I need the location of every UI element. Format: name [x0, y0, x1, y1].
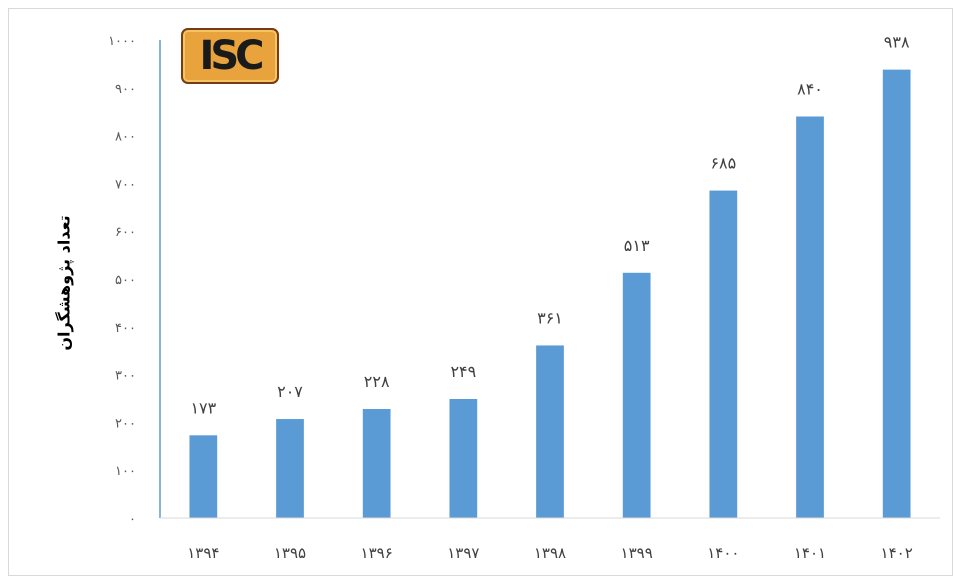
- y-tick-label: ۰: [129, 512, 136, 527]
- data-label: ۲۴۹: [450, 362, 476, 381]
- x-tick-label: ۱۳۹۶: [361, 544, 393, 562]
- y-axis-label: تعداد پژوهشگران: [54, 215, 74, 351]
- y-tick-label: ۱۰۰: [115, 464, 136, 479]
- y-tick-label: ۱۰۰۰: [108, 34, 136, 49]
- chart-frame: [8, 8, 953, 576]
- y-tick-label: ۳۰۰: [115, 369, 136, 384]
- data-label: ۸۴۰: [797, 79, 823, 98]
- y-tick-label: ۴۰۰: [115, 321, 136, 336]
- x-axis-ticks: ۱۳۹۴ ۱۳۹۵ ۱۳۹۶ ۱۳۹۷ ۱۳۹۸ ۱۳۹۹ ۱۴۰۰ ۱۴۰۱ ۱۴۰۲: [187, 544, 913, 562]
- x-tick-label: ۱۳۹۵: [274, 544, 306, 562]
- bar: [536, 345, 564, 518]
- data-label: ۵۱۳: [624, 236, 650, 255]
- bar: [189, 435, 218, 518]
- bar: [449, 398, 478, 518]
- bar: [882, 69, 911, 519]
- x-tick-label: ۱۳۹۹: [621, 544, 653, 562]
- bar: [709, 190, 738, 518]
- data-labels: ۱۷۳ ۲۰۷ ۲۲۸ ۲۴۹ ۳۶۱ ۵۱۳ ۶۸۵ ۸۴۰ ۹۳۸: [190, 33, 910, 418]
- bar: [796, 116, 824, 518]
- isc-logo: ISC: [181, 28, 279, 84]
- data-label: ۲۰۷: [277, 382, 303, 401]
- x-tick-label: ۱۳۹۸: [534, 544, 566, 562]
- x-tick-label: ۱۳۹۷: [447, 544, 479, 562]
- y-axis-ticks: ۰ ۱۰۰ ۲۰۰ ۳۰۰ ۴۰۰ ۵۰۰ ۶۰۰ ۷۰۰ ۸۰۰ ۹۰۰ ۱۰۰۰: [108, 34, 136, 527]
- bar: [622, 272, 651, 518]
- y-tick-label: ۶۰۰: [115, 225, 136, 240]
- y-tick-label: ۵۰۰: [115, 273, 136, 288]
- data-label: ۹۳۸: [884, 33, 910, 52]
- data-label: ۱۷۳: [190, 398, 216, 417]
- y-tick-label: ۸۰۰: [115, 130, 136, 145]
- bar: [276, 419, 304, 518]
- y-tick-label: ۹۰۰: [115, 82, 136, 97]
- data-label: ۶۸۵: [710, 154, 736, 173]
- logo-text: ISC: [199, 33, 264, 79]
- bars: [189, 69, 911, 519]
- x-tick-label: ۱۴۰۲: [881, 544, 913, 562]
- x-tick-label: ۱۳۹۴: [187, 544, 219, 562]
- data-label: ۳۶۱: [537, 308, 563, 327]
- y-tick-label: ۷۰۰: [115, 177, 136, 192]
- data-label: ۲۲۸: [364, 372, 390, 391]
- y-tick-label: ۲۰۰: [115, 416, 136, 431]
- x-tick-label: ۱۴۰۰: [707, 544, 739, 562]
- bar: [362, 409, 391, 518]
- x-tick-label: ۱۴۰۱: [794, 544, 826, 562]
